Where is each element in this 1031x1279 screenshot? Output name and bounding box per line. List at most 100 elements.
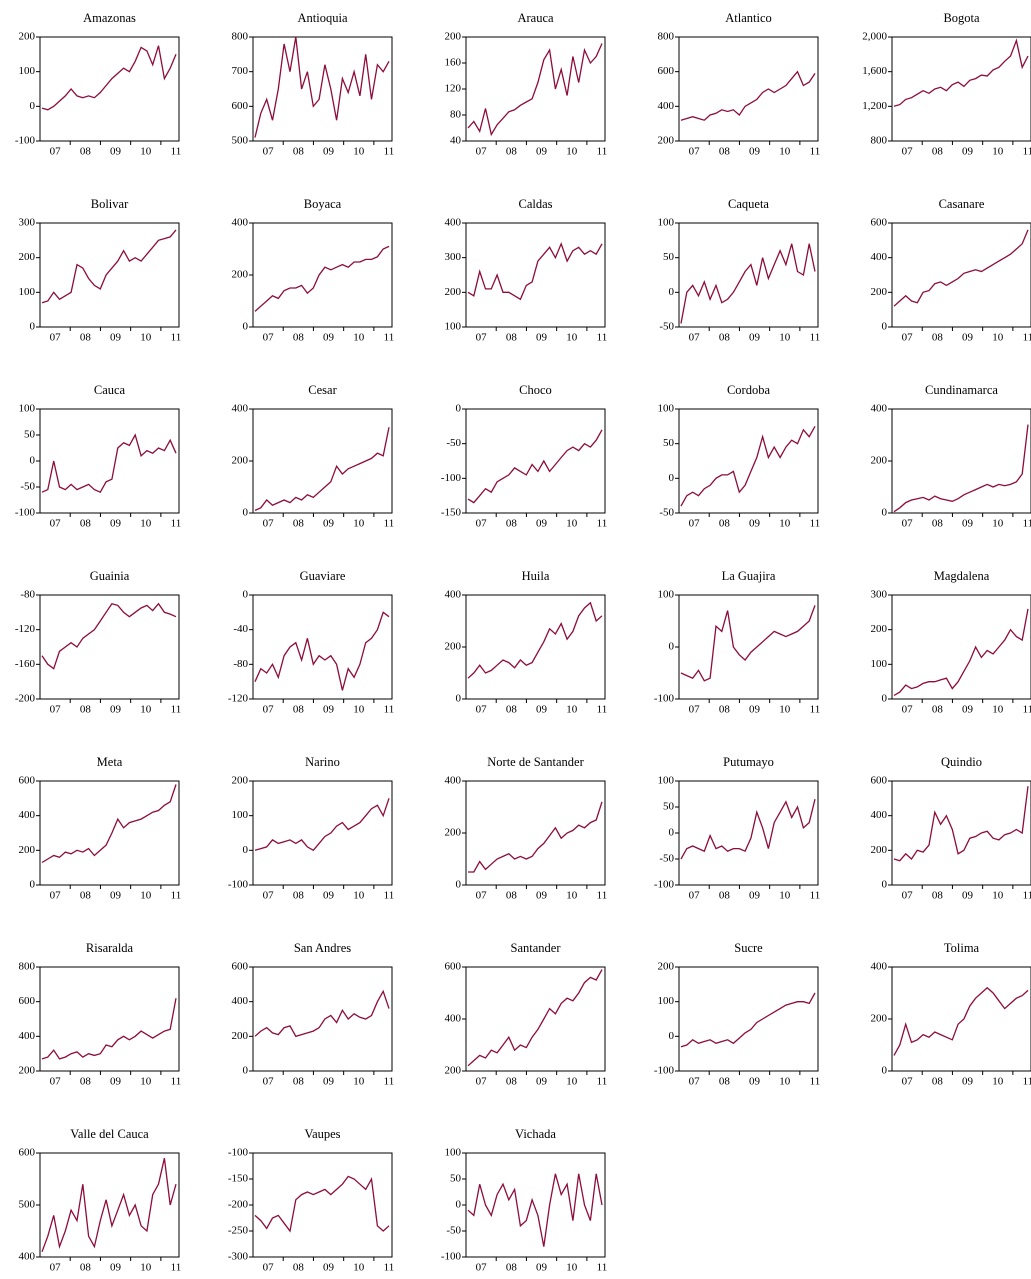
y-tick-label: -100 [15,135,36,147]
y-tick-label: 0 [669,472,675,484]
y-tick-label: -150 [228,1173,249,1185]
y-tick-label: -120 [228,693,249,705]
series-line [41,433,177,494]
x-tick-label: 09 [962,890,974,902]
y-tick-label: -100 [228,1147,249,1159]
series-line [254,989,390,1038]
x-tick-label: 07 [689,704,701,716]
x-tick-label: 09 [110,890,122,902]
y-tick-label: -50 [659,321,674,333]
y-tick-label: 0 [669,827,675,839]
x-tick-label: 08 [932,1076,944,1088]
panel-title: Cundinamarca [925,383,998,397]
x-tick-label: 11 [384,146,395,158]
x-tick-label: 08 [506,146,518,158]
x-tick-label: 08 [80,518,92,530]
x-tick-label: 08 [80,332,92,344]
x-tick-label: 08 [293,518,305,530]
plot-frame [678,966,819,1072]
y-tick-label: 100 [658,589,675,601]
x-tick-label: 09 [110,1262,122,1274]
plot-frame [678,36,819,142]
y-tick-label: 50 [450,1173,462,1185]
x-tick-label: 07 [689,890,701,902]
x-tick-label: 08 [506,332,518,344]
x-tick-label: 11 [384,890,395,902]
y-tick-label: 200 [871,1013,888,1025]
x-tick-label: 08 [932,890,944,902]
y-tick-label: 200 [445,286,462,298]
series-line [680,70,816,121]
y-tick-label: 200 [19,31,36,43]
y-tick-label: 200 [19,1065,36,1077]
y-tick-label: 50 [24,429,36,441]
y-tick-label: 0 [669,1030,675,1042]
x-tick-label: 10 [353,890,365,902]
x-tick-label: 11 [1023,146,1031,158]
x-tick-label: 07 [263,890,275,902]
panel-title: Cesar [308,383,337,397]
plot-frame [465,222,606,328]
x-tick-label: 08 [932,704,944,716]
y-tick-label: 0 [669,641,675,653]
x-tick-label: 08 [506,704,518,716]
y-tick-label: 80 [450,109,462,121]
x-tick-label: 07 [689,518,701,530]
panel-title: Vichada [515,1127,556,1141]
x-tick-label: 07 [476,1262,488,1274]
series-line [467,429,603,504]
y-tick-label: 0 [456,403,462,415]
plot-frame [678,594,819,700]
y-tick-label: 600 [871,217,888,229]
x-tick-label: 09 [536,1262,548,1274]
plot-frame [252,222,393,328]
y-tick-label: 0 [30,879,36,891]
x-tick-label: 10 [779,146,791,158]
y-tick-label: -300 [228,1251,249,1263]
x-tick-label: 09 [749,518,761,530]
y-tick-label: -100 [654,693,675,705]
plot-frame [252,36,393,142]
plot-frame [465,594,606,700]
y-tick-label: 0 [243,321,249,333]
x-tick-label: 10 [779,518,791,530]
panel-title: Norte de Santander [487,755,584,769]
x-tick-label: 09 [110,518,122,530]
x-tick-label: 10 [779,704,791,716]
x-tick-label: 07 [902,1076,914,1088]
y-tick-label: 300 [871,589,888,601]
plot-frame [252,594,393,700]
panel-title: Arauca [517,11,554,25]
x-tick-label: 08 [293,1262,305,1274]
y-tick-label: 0 [882,693,888,705]
y-tick-label: 40 [450,135,462,147]
x-tick-label: 07 [476,146,488,158]
y-tick-label: -100 [654,1065,675,1077]
y-tick-label: 400 [658,100,675,112]
y-tick-label: 600 [871,775,888,787]
x-tick-label: 11 [1023,518,1031,530]
x-tick-label: 09 [323,1262,335,1274]
y-tick-label: 200 [871,844,888,856]
x-tick-label: 11 [810,332,821,344]
x-tick-label: 11 [1023,1076,1031,1088]
panel-title: Casanare [939,197,985,211]
x-tick-label: 10 [992,704,1004,716]
x-tick-label: 08 [293,1076,305,1088]
x-tick-label: 08 [80,1076,92,1088]
x-tick-label: 09 [110,704,122,716]
y-tick-label: 0 [882,879,888,891]
y-tick-label: 0 [882,321,888,333]
x-tick-label: 07 [263,1262,275,1274]
series-line [254,36,390,138]
x-tick-label: 07 [263,146,275,158]
y-tick-label: 400 [445,1013,462,1025]
panel-title: Guaviare [300,569,346,583]
y-tick-label: -50 [446,1225,461,1237]
panel-title: Cordoba [727,383,771,397]
y-tick-label: 300 [19,217,36,229]
y-tick-label: -100 [654,879,675,891]
y-tick-label: 0 [456,1199,462,1211]
panel-title: Risaralda [86,941,134,955]
panel-title: Huila [522,569,550,583]
